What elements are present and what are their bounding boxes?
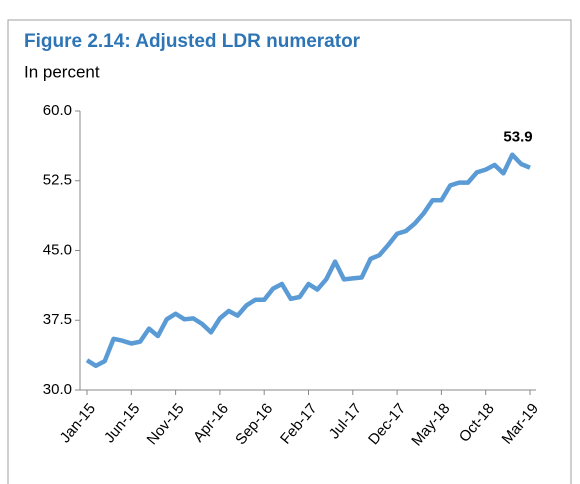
y-tick-label: 45.0 xyxy=(43,241,72,258)
y-tick-label: 30.0 xyxy=(43,381,72,398)
data-line xyxy=(85,152,531,369)
y-tick-label: 52.5 xyxy=(43,172,72,189)
y-tick-label: 60.0 xyxy=(43,102,72,119)
chart-subtitle: In percent xyxy=(24,62,100,81)
frame xyxy=(7,19,572,484)
data-label: 53.9 xyxy=(503,129,532,146)
chart-title: Figure 2.14: Adjusted LDR numerator xyxy=(24,31,361,52)
y-tick-label: 37.5 xyxy=(43,311,72,328)
